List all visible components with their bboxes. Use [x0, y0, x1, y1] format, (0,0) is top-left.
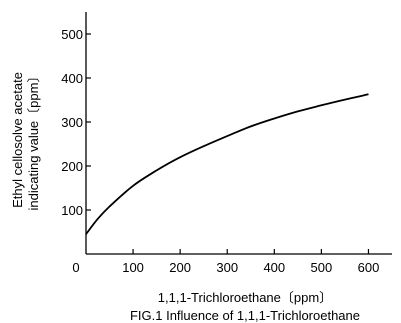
y-tick-label: 400	[61, 71, 83, 86]
x-tick-label: 200	[169, 260, 191, 275]
y-axis-title-line1: Ethyl cellosolve acetate	[10, 72, 25, 208]
y-tick-label: 300	[61, 115, 83, 130]
series-line	[85, 93, 369, 235]
x-tick-label: 600	[358, 260, 380, 275]
ticks: 100 200 300 400 500 600 100 200 300 400 500	[61, 27, 379, 275]
x-tick-label: 300	[216, 260, 238, 275]
y-tick-label: 500	[61, 27, 83, 42]
x-tick-label: 100	[122, 260, 144, 275]
origin-label: 0	[72, 260, 79, 275]
x-axis-title: 1,1,1-Trichloroethane〔ppm〕	[158, 290, 332, 305]
y-axis-title-line2: indicating value〔ppm〕	[26, 70, 41, 211]
figure-caption: FIG.1 Influence of 1,1,1-Trichloroethane	[130, 308, 360, 323]
x-tick-label: 500	[311, 260, 333, 275]
y-tick-label: 100	[61, 203, 83, 218]
y-tick-label: 200	[61, 159, 83, 174]
x-tick-label: 400	[263, 260, 285, 275]
